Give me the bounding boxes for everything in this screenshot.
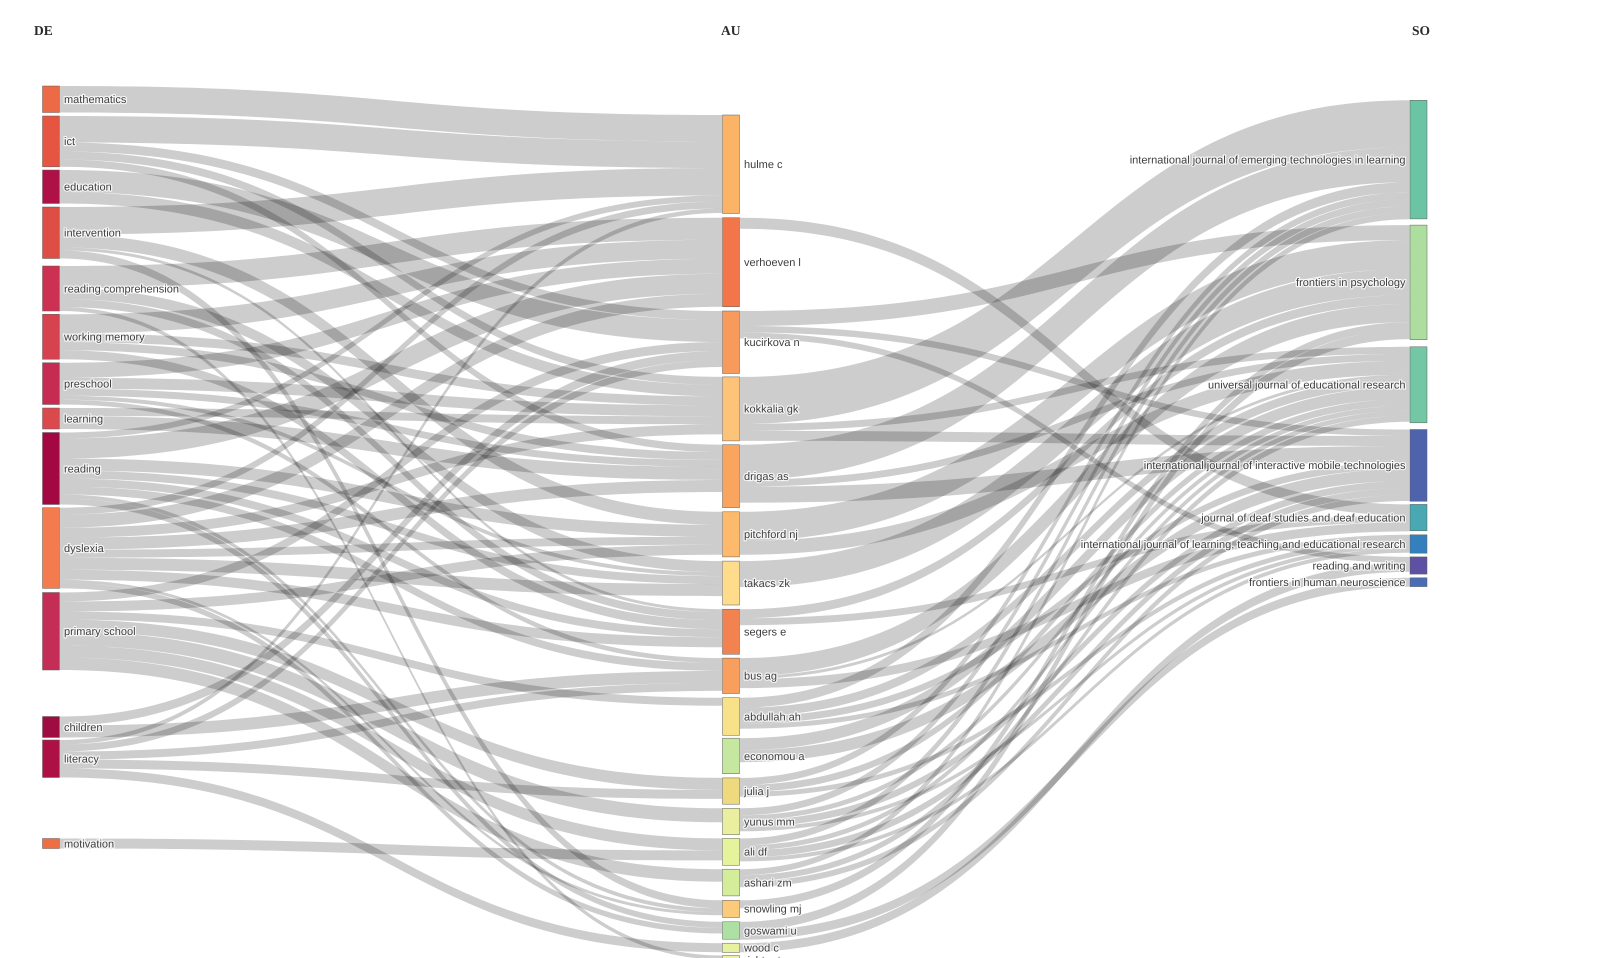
svg-text:bus ag: bus ag xyxy=(744,671,777,683)
svg-text:SO: SO xyxy=(1412,23,1430,38)
svg-text:richter t: richter t xyxy=(744,955,781,958)
svg-text:frontiers in human neuroscienc: frontiers in human neuroscience xyxy=(1249,577,1406,589)
svg-text:international journal of learn: international journal of learning, teach… xyxy=(1081,539,1406,551)
svg-text:AU: AU xyxy=(721,23,741,38)
svg-text:yunus mm: yunus mm xyxy=(744,816,795,828)
svg-text:economou a: economou a xyxy=(744,751,805,763)
svg-text:hulme c: hulme c xyxy=(744,159,783,171)
svg-text:snowling mj: snowling mj xyxy=(744,904,801,916)
svg-text:reading comprehension: reading comprehension xyxy=(64,283,179,295)
svg-text:education: education xyxy=(64,182,112,194)
svg-text:preschool: preschool xyxy=(64,378,112,390)
svg-text:intervention: intervention xyxy=(64,228,121,240)
svg-text:verhoeven l: verhoeven l xyxy=(744,257,801,269)
svg-text:frontiers in psychology: frontiers in psychology xyxy=(1296,277,1406,289)
svg-text:journal of deaf studies and de: journal of deaf studies and deaf educati… xyxy=(1200,512,1405,524)
svg-text:universal journal of education: universal journal of educational researc… xyxy=(1208,380,1406,392)
svg-text:motivation: motivation xyxy=(64,838,114,850)
svg-text:wood c: wood c xyxy=(743,943,779,955)
svg-text:children: children xyxy=(64,722,103,734)
svg-text:reading and writing: reading and writing xyxy=(1313,560,1406,572)
svg-text:drigas as: drigas as xyxy=(744,471,789,483)
svg-text:takacs zk: takacs zk xyxy=(744,578,790,590)
svg-text:pitchford nj: pitchford nj xyxy=(744,529,798,541)
svg-text:ict: ict xyxy=(64,136,75,148)
svg-text:literacy: literacy xyxy=(64,754,99,766)
svg-text:reading: reading xyxy=(64,463,101,475)
svg-text:international journal of inter: international journal of interactive mob… xyxy=(1144,460,1406,472)
svg-text:julia j: julia j xyxy=(743,786,769,798)
svg-text:working memory: working memory xyxy=(63,332,145,344)
svg-text:learning: learning xyxy=(64,413,103,425)
svg-text:primary school: primary school xyxy=(64,626,136,638)
svg-text:kokkalia gk: kokkalia gk xyxy=(744,404,799,416)
svg-text:ashari zm: ashari zm xyxy=(744,877,792,889)
svg-text:mathematics: mathematics xyxy=(64,94,127,106)
svg-text:segers e: segers e xyxy=(744,627,786,639)
svg-text:international journal of emerg: international journal of emerging techno… xyxy=(1130,154,1406,166)
svg-text:ali df: ali df xyxy=(744,847,768,859)
svg-text:dyslexia: dyslexia xyxy=(64,543,105,555)
svg-text:goswami u: goswami u xyxy=(744,925,797,937)
svg-text:kucirkova n: kucirkova n xyxy=(744,337,800,349)
svg-text:abdullah ah: abdullah ah xyxy=(744,711,801,723)
svg-text:DE: DE xyxy=(34,23,53,38)
